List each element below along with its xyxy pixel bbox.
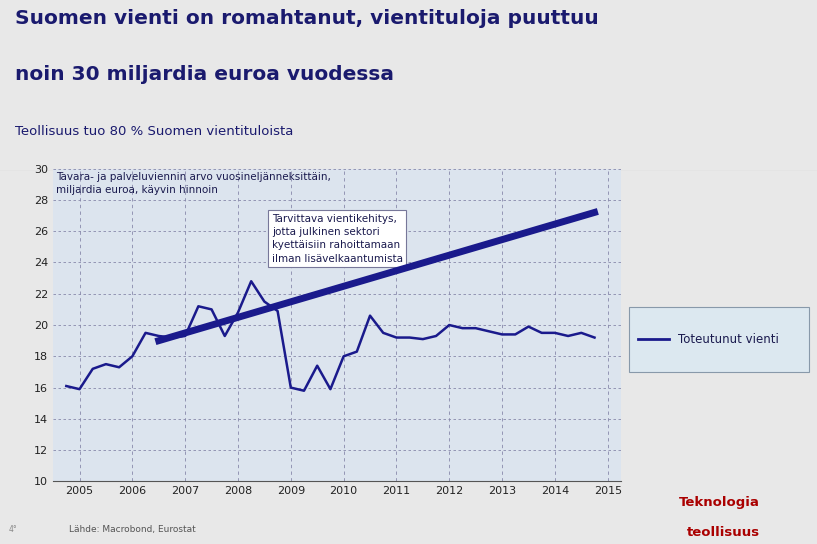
- FancyBboxPatch shape: [629, 307, 809, 372]
- Text: 4°: 4°: [8, 525, 17, 534]
- Text: Tarvittava vientikehitys,
jotta julkinen sektori
kyettäisiin rahoittamaan
ilman : Tarvittava vientikehitys, jotta julkinen…: [272, 214, 403, 264]
- Text: Suomen vienti on romahtanut, vientituloja puuttuu: Suomen vienti on romahtanut, vientituloj…: [15, 9, 599, 28]
- Text: Teknologia: Teknologia: [679, 496, 760, 509]
- Text: Lähde: Macrobond, Eurostat: Lähde: Macrobond, Eurostat: [69, 525, 196, 534]
- Text: Tavara- ja palveluviennin arvo vuosineljänneksittäin,
miljardia euroa, käyvin hi: Tavara- ja palveluviennin arvo vuosinelj…: [56, 172, 331, 195]
- Text: Toteutunut vienti: Toteutunut vienti: [677, 333, 779, 346]
- Text: Teollisuus tuo 80 % Suomen vientituloista: Teollisuus tuo 80 % Suomen vientituloist…: [15, 125, 293, 138]
- Text: teollisuus: teollisuus: [686, 526, 760, 539]
- Text: noin 30 miljardia euroa vuodessa: noin 30 miljardia euroa vuodessa: [15, 65, 394, 84]
